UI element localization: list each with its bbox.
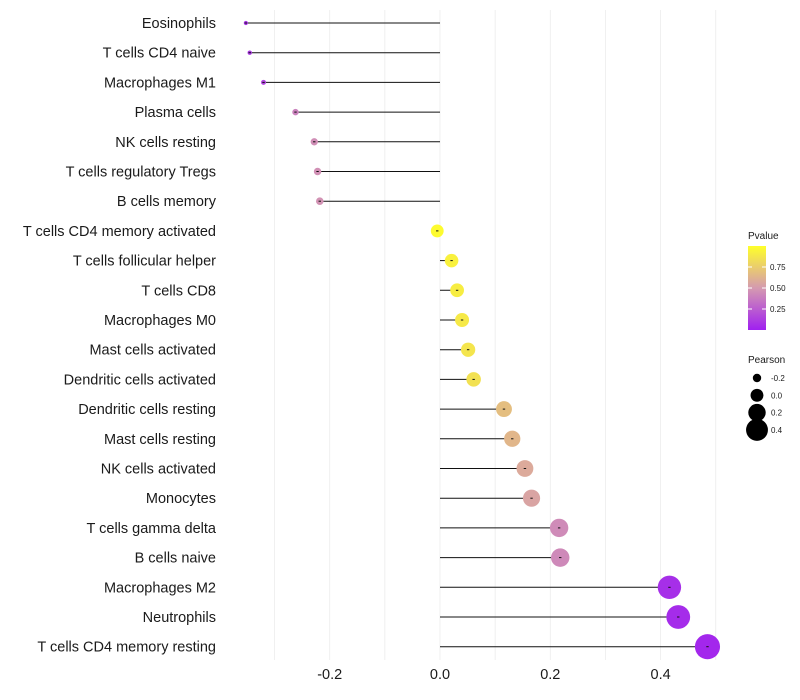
category-label: Mast cells activated (89, 343, 216, 359)
size-key (750, 388, 764, 402)
size-key-label: -0.2 (771, 374, 785, 383)
category-label: T cells CD8 (141, 283, 216, 299)
x-tick-label: -0.2 (317, 667, 342, 683)
category-label: T cells CD4 naive (103, 46, 216, 62)
category-label: Macrophages M0 (104, 313, 216, 329)
category-label: Dendritic cells activated (64, 372, 216, 388)
pearson-legend-title: Pearson (748, 355, 785, 366)
category-label: T cells regulatory Tregs (66, 165, 216, 181)
size-key-label: 0.4 (771, 426, 783, 435)
category-label: Macrophages M1 (104, 75, 216, 91)
x-tick-label: 0.2 (540, 667, 560, 683)
x-tick-label: 0.0 (430, 667, 450, 683)
category-label: NK cells activated (101, 462, 216, 478)
size-key-label: 0.2 (771, 409, 783, 418)
lollipop-dots (243, 20, 721, 660)
category-label: B cells memory (117, 194, 217, 210)
category-labels: Eosinophils T cells CD4 naive Macrophages … (23, 16, 217, 656)
category-label: Eosinophils (142, 16, 216, 32)
category-label: Neutrophils (143, 610, 216, 626)
grid-lines (274, 10, 717, 660)
pearson-legend: Pearson -0.2 0.0 0.2 0.4 (746, 355, 785, 441)
pvalue-legend: Pvalue 0.25 0.50 0.75 (748, 231, 786, 330)
x-axis-ticks: -0.2 0.0 0.2 0.4 (317, 667, 670, 683)
category-label: T cells CD4 memory resting (37, 640, 216, 656)
category-label: NK cells resting (115, 135, 216, 151)
size-key (752, 373, 762, 383)
category-label: Monocytes (146, 491, 216, 507)
size-key-label: 0.0 (771, 391, 783, 400)
colorbar-label: 0.75 (770, 263, 786, 272)
pvalue-legend-title: Pvalue (748, 231, 779, 242)
pvalue-colorbar (748, 246, 766, 330)
category-label: T cells CD4 memory activated (23, 224, 216, 240)
category-label: Mast cells resting (104, 432, 216, 448)
category-label: Macrophages M2 (104, 580, 216, 596)
size-key (748, 403, 766, 422)
size-key (746, 418, 768, 441)
lollipop-stems (245, 22, 708, 648)
colorbar-label: 0.50 (770, 284, 786, 293)
colorbar-label: 0.25 (770, 305, 786, 314)
category-label: T cells gamma delta (87, 521, 217, 537)
category-label: B cells naive (135, 551, 216, 567)
category-label: T cells follicular helper (73, 254, 216, 270)
category-label: Dendritic cells resting (78, 402, 216, 418)
category-label: Plasma cells (135, 105, 216, 121)
x-tick-label: 0.4 (651, 667, 671, 683)
